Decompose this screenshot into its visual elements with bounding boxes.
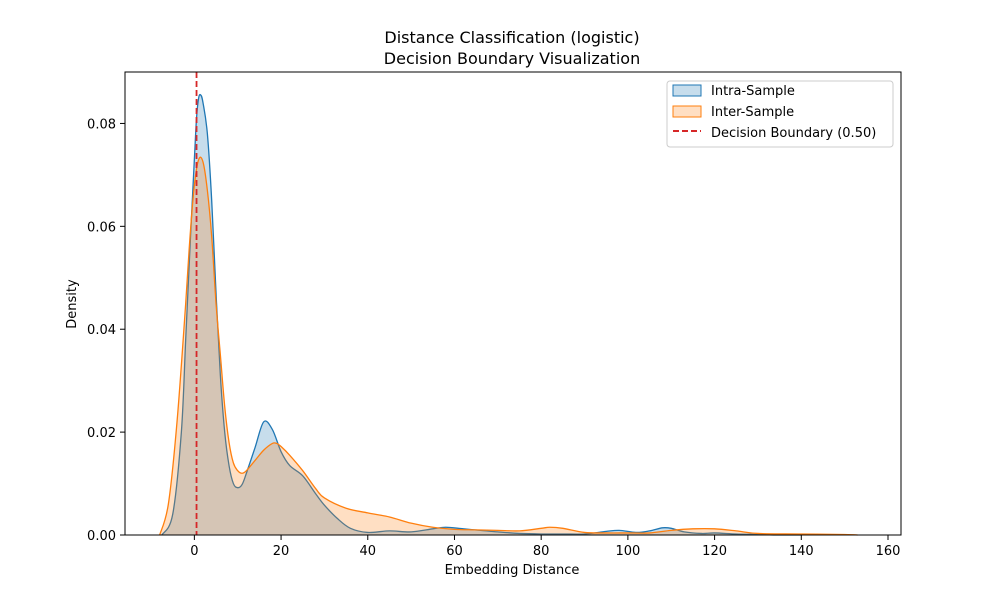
series-area-inter-sample [159, 157, 858, 535]
legend: Intra-Sample Inter-Sample Decision Bound… [666, 80, 894, 148]
x-tick-label: 40 [359, 544, 376, 559]
x-tick-label: 100 [615, 544, 640, 559]
plot-frame [124, 71, 902, 536]
plot-area [124, 71, 902, 536]
series-line-intra-sample [161, 93, 802, 536]
series-line-inter-sample [159, 156, 858, 536]
chart-title: Distance Classification (logistic) [384, 28, 639, 47]
y-axis: 0.00 0.02 0.04 0.06 0.08 [87, 117, 125, 544]
x-tick-label: 160 [876, 544, 901, 559]
legend-label-intra: Intra-Sample [711, 84, 795, 99]
y-axis-label: Density [65, 279, 80, 329]
legend-swatch-intra [672, 84, 702, 97]
x-tick-label: 80 [533, 544, 550, 559]
x-axis: 0 20 40 60 80 100 120 140 160 [190, 535, 900, 559]
y-tick-label: 0.00 [87, 529, 116, 544]
y-tick-label: 0.06 [87, 220, 116, 235]
x-tick-label: 0 [190, 544, 198, 559]
series-layer [159, 93, 858, 536]
legend-label-boundary: Decision Boundary (0.50) [711, 126, 876, 141]
x-tick-label: 120 [702, 544, 727, 559]
legend-label-inter: Inter-Sample [711, 105, 794, 120]
series-area-intra-sample [161, 94, 802, 536]
legend-box [666, 80, 894, 148]
y-tick-label: 0.08 [87, 117, 116, 132]
x-tick-label: 20 [273, 544, 290, 559]
x-axis-label: Embedding Distance [445, 563, 580, 578]
x-tick-label: 140 [789, 544, 814, 559]
y-tick-label: 0.02 [87, 426, 116, 441]
legend-swatch-inter [672, 105, 702, 118]
chart-subtitle: Decision Boundary Visualization [384, 49, 640, 68]
y-tick-label: 0.04 [87, 323, 116, 338]
x-tick-label: 60 [446, 544, 463, 559]
